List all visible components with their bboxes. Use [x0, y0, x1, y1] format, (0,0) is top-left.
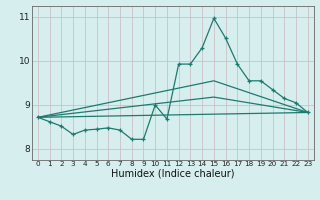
X-axis label: Humidex (Indice chaleur): Humidex (Indice chaleur)	[111, 169, 235, 179]
